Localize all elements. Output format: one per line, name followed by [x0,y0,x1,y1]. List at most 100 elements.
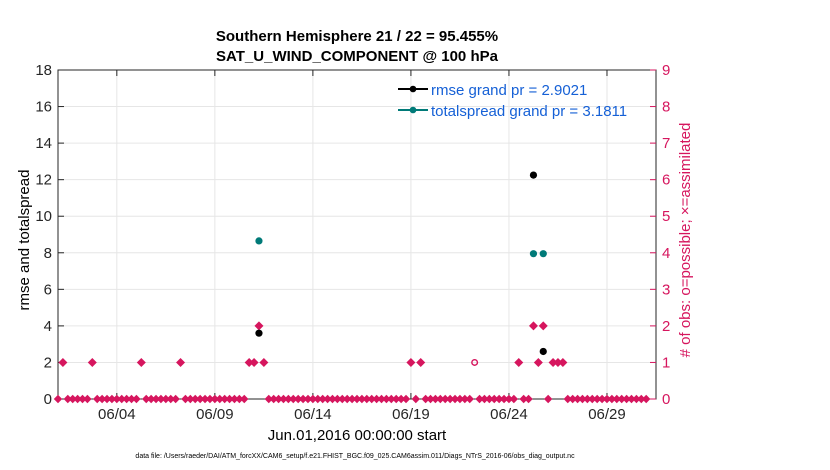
obs-zero-marker [102,394,112,404]
obs-zero-marker [460,394,470,404]
obs-zero-marker [612,394,621,404]
chart-title: Southern Hemisphere 21 / 22 = 95.455% [216,28,498,45]
legend-rmse-label: rmse grand pr = 2.9021 [431,82,587,99]
obs-zero-marker [274,394,283,404]
obs-zero-marker [161,394,171,404]
obs-zero-marker [573,394,582,404]
obs-assimilated-marker [528,321,538,331]
obs-zero-marker [392,394,401,404]
obs-zero-marker [475,394,484,404]
obs-zero-marker [524,394,533,404]
legend-spread-marker [409,106,417,114]
y2-tick-label: 4 [662,245,670,262]
obs-zero-marker [401,394,411,404]
obs-zero-marker [426,394,435,404]
y-tick-label: 8 [44,245,52,262]
obs-zero-marker [450,394,460,404]
obs-zero-marker [303,394,313,404]
x-tick-label: 06/24 [490,406,528,423]
obs-assimilated-marker [244,357,254,367]
obs-zero-marker [607,394,617,404]
obs-zero-marker [362,394,372,404]
obs-assimilated-marker [406,357,416,367]
obs-zero-marker [220,394,229,404]
obs-zero-marker [53,394,63,404]
obs-zero-marker [583,394,592,404]
y-tick-label: 2 [44,354,52,371]
obs-zero-marker [117,394,126,404]
y2-tick-label: 5 [662,208,670,225]
obs-assimilated-marker [176,357,186,367]
obs-zero-marker [171,394,180,404]
y-tick-label: 4 [44,318,52,335]
obs-zero-marker [372,394,381,404]
obs-zero-marker [328,394,337,404]
obs-zero-marker [490,394,499,404]
rmse-point [255,329,263,337]
obs-zero-marker [279,394,288,404]
x-tick-label: 06/09 [196,406,234,423]
obs-assimilated-marker [538,321,548,331]
obs-zero-marker [151,394,161,404]
obs-zero-marker [284,394,293,404]
obs-zero-marker [318,394,327,404]
obs-zero-marker [641,394,651,404]
y-axis-label: rmse and totalspread [16,170,33,311]
obs-zero-marker [622,394,631,404]
obs-zero-marker [519,394,528,404]
obs-zero-marker [568,394,577,404]
obs-zero-marker [588,394,597,404]
y2-tick-label: 7 [662,135,670,152]
obs-zero-marker [230,394,239,404]
obs-assimilated-marker [87,357,97,367]
y-tick-label: 12 [35,172,52,189]
obs-zero-marker [191,394,200,404]
y2-axis-label: # of obs: o=possible; ×=assimilated [677,123,694,358]
obs-zero-marker [421,394,430,404]
y-tick-label: 18 [35,62,52,79]
obs-zero-marker [617,394,626,404]
legend: rmse grand pr = 2.9021 totalspread grand… [398,82,627,120]
chart-subtitle: SAT_U_WIND_COMPONENT @ 100 hPa [216,48,499,65]
obs-zero-marker [342,394,352,404]
obs-zero-marker [68,394,77,404]
obs-zero-marker [382,394,391,404]
obs-assimilated-marker [259,357,269,367]
y-tick-label: 6 [44,281,52,298]
obs-zero-marker [509,394,519,404]
obs-zero-marker [632,394,641,404]
obs-zero-marker [499,394,509,404]
obs-possible-marker [471,358,479,366]
rmse-point [529,171,538,179]
obs-zero-marker [504,394,514,404]
grid-lines [58,70,656,399]
obs-zero-marker [181,394,190,404]
obs-zero-marker [78,394,87,404]
obs-zero-marker [293,394,303,404]
obs-zero-marker [215,394,224,404]
x-tick-label: 06/14 [294,406,332,423]
obs-zero-marker [142,394,151,404]
obs-zero-marker [107,394,117,404]
obs-zero-marker [323,394,332,404]
obs-zero-marker [264,394,273,404]
obs-assimilated-marker [58,357,68,367]
obs-zero-marker [73,394,82,404]
obs-zero-marker [166,394,175,404]
obs-zero-marker [396,394,406,404]
obs-zero-marker [357,394,367,404]
obs-zero-marker [627,394,636,404]
obs-zero-marker [431,394,440,404]
obs-zero-marker [308,394,318,404]
y-tick-label: 16 [35,99,52,116]
obs-assimilated-marker [416,357,426,367]
y2-tick-label: 6 [662,172,670,189]
y2-tick-label: 1 [662,354,670,371]
obs-zero-marker [83,394,92,404]
obs-zero-marker [637,394,646,404]
y2-tick-label: 0 [662,391,670,408]
obs-zero-marker [186,394,195,404]
data-file-footer: data file: /Users/raeder/DAI/ATM_forcXX/… [135,453,575,460]
obs-zero-marker [269,394,278,404]
totalspread-point [255,237,263,245]
